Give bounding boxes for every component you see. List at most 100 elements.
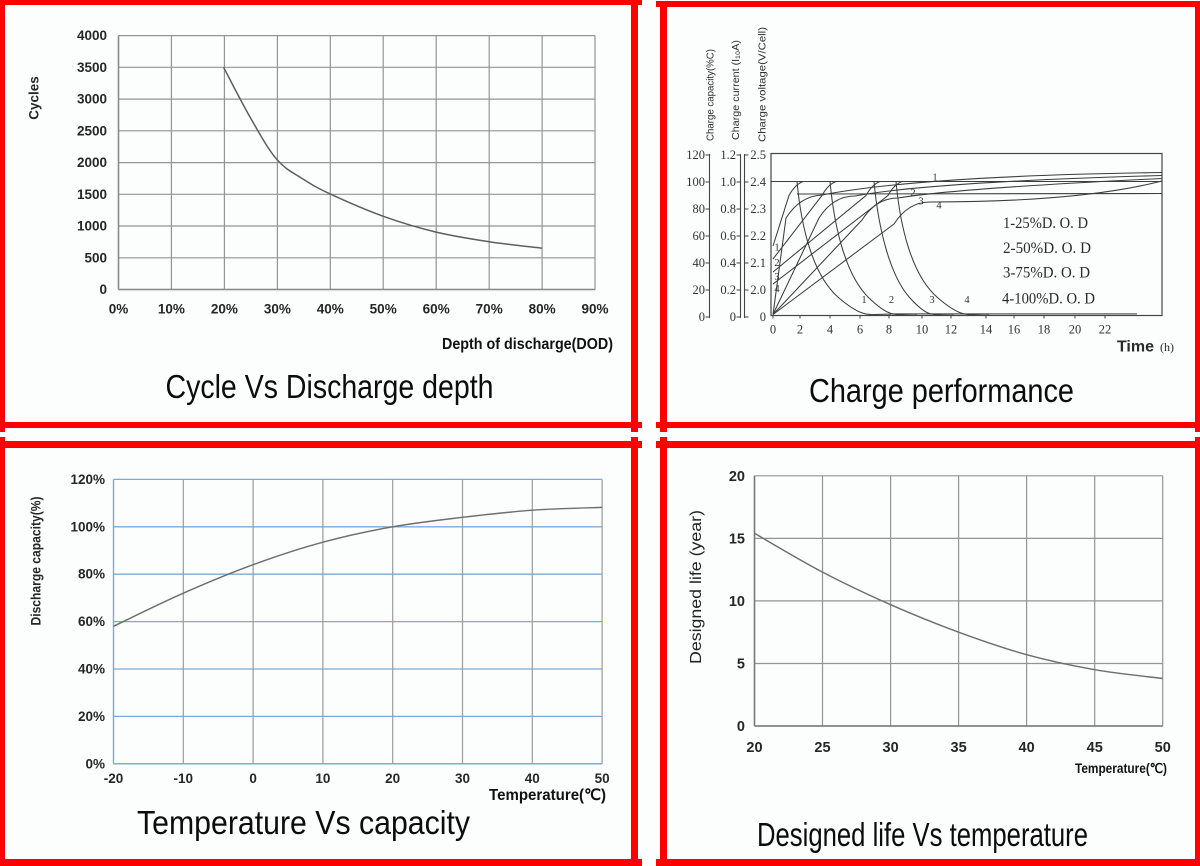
svg-text:0.2: 0.2 [720,283,736,297]
svg-text:20: 20 [746,740,762,756]
svg-text:1500: 1500 [77,187,107,202]
svg-text:5: 5 [737,657,745,673]
svg-text:1000: 1000 [77,219,107,234]
svg-text:Designed life (year): Designed life (year) [688,510,705,664]
svg-text:16: 16 [1008,323,1021,337]
svg-text:20: 20 [1069,323,1082,337]
svg-text:2000: 2000 [77,155,107,170]
svg-text:60%: 60% [423,302,450,317]
svg-text:40: 40 [525,771,540,786]
svg-text:500: 500 [84,250,107,265]
svg-text:8: 8 [886,323,892,337]
svg-text:25: 25 [814,740,830,756]
svg-text:Charge performance: Charge performance [809,372,1074,409]
svg-text:0: 0 [249,771,257,786]
svg-text:3500: 3500 [77,60,107,75]
svg-text:0.4: 0.4 [720,256,736,270]
svg-text:2.0: 2.0 [750,283,766,297]
svg-text:10%: 10% [158,302,185,317]
svg-text:50: 50 [1155,740,1171,756]
svg-text:3: 3 [774,272,779,283]
svg-text:50%: 50% [370,302,397,317]
svg-text:18: 18 [1038,323,1051,337]
svg-text:1: 1 [861,295,866,306]
svg-text:90%: 90% [581,302,608,317]
svg-text:4: 4 [827,323,834,337]
svg-text:4-100%D. O. D: 4-100%D. O. D [1002,291,1095,308]
svg-text:1: 1 [774,243,779,254]
svg-text:Temperature Vs capacity: Temperature Vs capacity [137,804,470,841]
svg-text:70%: 70% [476,302,503,317]
svg-text:2.2: 2.2 [750,229,766,243]
svg-text:60%: 60% [78,614,105,629]
svg-text:80%: 80% [78,567,105,582]
svg-text:4: 4 [964,295,970,306]
svg-text:2.4: 2.4 [750,175,766,189]
svg-text:0: 0 [730,310,736,324]
svg-text:-10: -10 [174,771,194,786]
svg-text:15: 15 [729,531,745,547]
svg-text:Designed life Vs temperature: Designed life Vs temperature [757,816,1088,853]
svg-text:2.5: 2.5 [750,148,766,162]
svg-text:22: 22 [1099,323,1112,337]
svg-text:12: 12 [945,323,958,337]
svg-text:0: 0 [99,282,107,297]
svg-text:2: 2 [774,258,779,269]
svg-text:0%: 0% [109,302,129,317]
svg-text:80: 80 [693,202,706,216]
svg-text:120: 120 [686,148,705,162]
svg-text:0: 0 [699,310,705,324]
svg-text:100: 100 [686,175,705,189]
svg-text:3-75%D. O. D: 3-75%D. O. D [1003,265,1090,282]
svg-text:50: 50 [595,771,610,786]
svg-text:30: 30 [883,740,899,756]
svg-text:0.8: 0.8 [720,202,736,216]
svg-text:60: 60 [693,229,706,243]
svg-text:14: 14 [980,323,993,337]
svg-text:Charge voltage(V/Cell): Charge voltage(V/Cell) [757,27,769,142]
svg-text:3: 3 [918,197,923,208]
svg-text:40: 40 [1019,740,1035,756]
svg-text:Time: Time [1117,339,1154,356]
svg-text:2: 2 [889,295,894,306]
svg-text:1: 1 [932,173,937,184]
svg-text:Charge current (I₁₀A): Charge current (I₁₀A) [730,40,742,140]
svg-text:0: 0 [760,310,766,324]
svg-text:10: 10 [315,771,330,786]
svg-text:20%: 20% [78,709,105,724]
svg-text:Cycle Vs Discharge depth: Cycle Vs Discharge depth [166,368,494,405]
svg-text:2.1: 2.1 [750,256,766,270]
svg-text:2: 2 [797,323,803,337]
svg-text:2500: 2500 [77,123,107,138]
svg-text:1.0: 1.0 [720,175,736,189]
svg-text:1.2: 1.2 [720,148,736,162]
svg-text:35: 35 [951,740,967,756]
svg-text:10: 10 [916,323,929,337]
svg-text:40%: 40% [317,302,344,317]
svg-text:Temperature(℃): Temperature(℃) [489,787,606,804]
svg-text:3000: 3000 [77,92,107,107]
svg-text:0: 0 [770,323,776,337]
svg-text:Discharge capacity(%): Discharge capacity(%) [28,497,44,626]
svg-text:0%: 0% [85,756,105,771]
svg-text:20: 20 [693,283,706,297]
svg-text:Temperature(℃): Temperature(℃) [1075,761,1167,776]
svg-text:(h): (h) [1160,340,1174,354]
svg-text:0: 0 [737,719,745,735]
svg-text:40%: 40% [78,662,105,677]
svg-text:45: 45 [1087,740,1103,756]
svg-text:80%: 80% [529,302,556,317]
svg-text:Cycles: Cycles [27,76,42,120]
svg-text:2.3: 2.3 [750,202,766,216]
svg-text:-20: -20 [104,771,124,786]
svg-text:4: 4 [936,201,942,212]
svg-text:4000: 4000 [77,28,107,43]
svg-text:4: 4 [774,284,780,295]
svg-text:30: 30 [455,771,470,786]
svg-text:3: 3 [929,295,934,306]
svg-text:Depth of discharge(DOD): Depth of discharge(DOD) [442,336,613,353]
svg-text:20: 20 [385,771,400,786]
svg-text:30%: 30% [264,302,291,317]
svg-text:6: 6 [857,323,863,337]
svg-text:2: 2 [910,188,915,199]
